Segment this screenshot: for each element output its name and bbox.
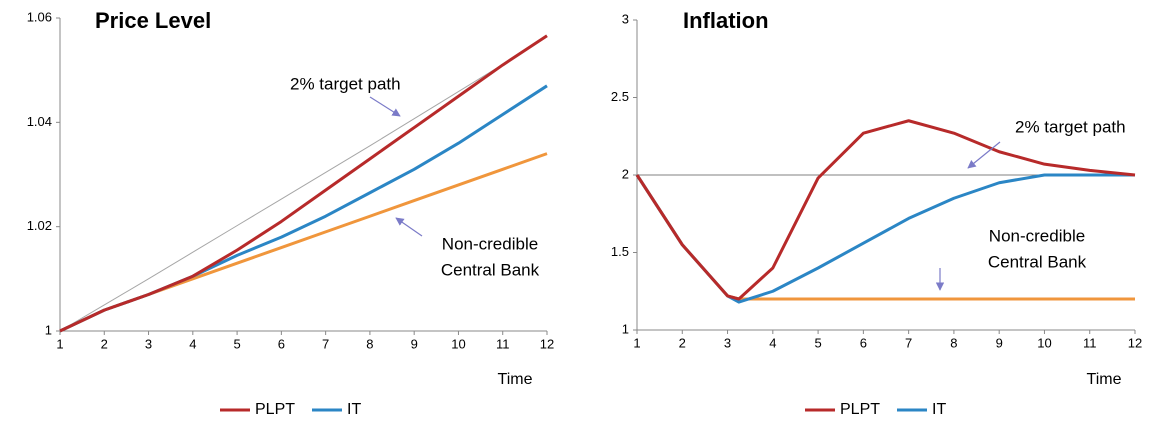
x-tick-label: 1 xyxy=(56,336,63,351)
y-tick-label: 1 xyxy=(622,321,629,336)
annotation-arrow xyxy=(967,141,1001,169)
x-axis-label: Time xyxy=(498,371,533,388)
y-tick-label: 1.5 xyxy=(611,244,629,259)
x-tick-label: 12 xyxy=(540,336,554,351)
y-tick-label: 2 xyxy=(622,166,629,181)
x-tick-label: 10 xyxy=(451,336,465,351)
x-tick-label: 7 xyxy=(905,335,912,350)
x-tick-label: 5 xyxy=(814,335,821,350)
x-tick-label: 3 xyxy=(145,336,152,351)
chart-title: Inflation xyxy=(683,8,769,33)
x-tick-label: 1 xyxy=(633,335,640,350)
annotation-arrow xyxy=(395,217,423,237)
x-axis-label: Time xyxy=(1087,371,1122,388)
x-tick-label: 7 xyxy=(322,336,329,351)
x-tick-label: 6 xyxy=(860,335,867,350)
x-tick-label: 3 xyxy=(724,335,731,350)
annotation-arrow xyxy=(369,96,401,117)
x-tick-label: 11 xyxy=(496,336,510,351)
x-tick-label: 9 xyxy=(996,335,1003,350)
x-tick-label: 6 xyxy=(278,336,285,351)
annotation: Central Bank xyxy=(988,252,1087,271)
legend-label: IT xyxy=(347,401,361,418)
x-tick-label: 10 xyxy=(1037,335,1051,350)
x-tick-label: 8 xyxy=(366,336,373,351)
x-tick-label: 11 xyxy=(1083,335,1097,350)
series-line xyxy=(59,84,548,333)
legend-label: PLPT xyxy=(840,401,880,418)
y-tick-label: 1.02 xyxy=(27,218,52,233)
annotation: 2% target path xyxy=(1015,117,1126,136)
legend-label: PLPT xyxy=(255,401,295,418)
y-tick-label: 3 xyxy=(622,11,629,26)
x-tick-label: 2 xyxy=(101,336,108,351)
x-tick-label: 9 xyxy=(411,336,418,351)
y-tick-label: 2.5 xyxy=(611,89,629,104)
x-tick-label: 4 xyxy=(769,335,776,350)
series-line xyxy=(635,119,1136,301)
annotation: Non-credible xyxy=(989,226,1085,245)
x-tick-label: 4 xyxy=(189,336,196,351)
series-line xyxy=(59,36,548,332)
x-tick-label: 2 xyxy=(679,335,686,350)
x-tick-label: 5 xyxy=(233,336,240,351)
series-line xyxy=(59,34,548,333)
annotation: Non-credible xyxy=(442,234,538,253)
y-tick-label: 1.06 xyxy=(27,9,52,24)
legend-label: IT xyxy=(932,401,946,418)
y-tick-label: 1.04 xyxy=(27,114,52,129)
chart-title: Price Level xyxy=(95,8,211,33)
annotation: 2% target path xyxy=(290,74,401,93)
x-tick-label: 12 xyxy=(1128,335,1142,350)
y-tick-label: 1 xyxy=(45,322,52,337)
x-tick-label: 8 xyxy=(950,335,957,350)
annotation: Central Bank xyxy=(441,260,540,279)
